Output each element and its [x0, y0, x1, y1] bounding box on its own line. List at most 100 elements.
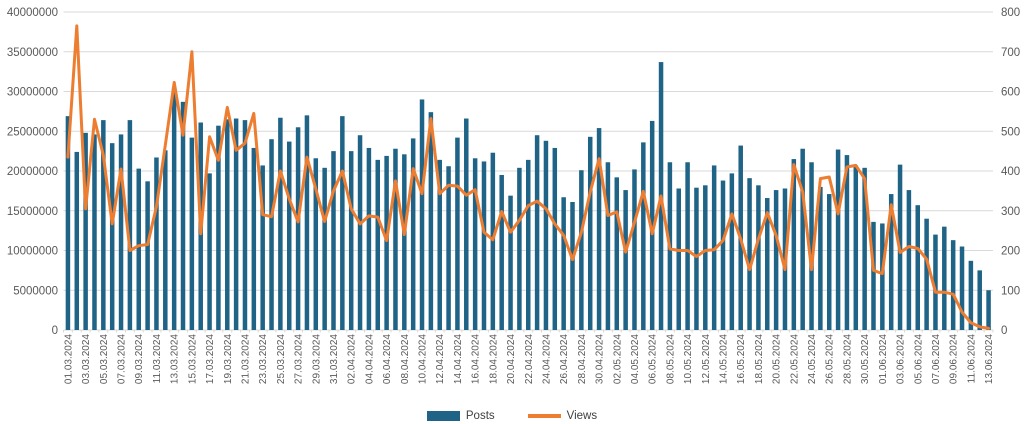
x-axis-date-label: 02.05.2024	[612, 334, 623, 384]
x-axis-date-label: 10.04.2024	[418, 334, 429, 384]
bar-posts	[791, 159, 797, 330]
bar-posts	[676, 188, 681, 330]
y-axis-right-label: 200	[1001, 246, 1020, 258]
bar-posts	[180, 101, 186, 330]
bar-posts	[127, 120, 133, 331]
bar-posts	[729, 173, 735, 330]
bar-posts	[826, 194, 832, 330]
y-axis-right-label: 800	[1001, 7, 1020, 19]
bar-posts	[570, 202, 575, 330]
bar-posts	[853, 165, 859, 330]
bar-posts	[942, 226, 947, 330]
bar-posts	[189, 137, 195, 330]
y-axis-left-label: 25000000	[7, 126, 58, 138]
x-axis-date-label: 12.05.2024	[701, 334, 712, 384]
bar-posts	[464, 118, 469, 330]
bar-posts	[747, 178, 752, 330]
x-axis-date-label: 24.05.2024	[807, 334, 818, 384]
bar-posts	[225, 119, 230, 330]
x-axis-date-label: 27.03.2024	[294, 334, 305, 384]
bar-posts	[915, 205, 920, 330]
x-axis-date-label: 17.03.2024	[205, 334, 216, 384]
bar-posts	[720, 180, 726, 330]
bar-posts	[534, 135, 540, 330]
bar-posts	[809, 162, 814, 330]
bar-posts	[446, 166, 451, 330]
bar-posts	[242, 120, 248, 331]
x-axis-date-label: 26.05.2024	[825, 334, 836, 384]
x-axis-date-label: 03.06.2024	[896, 334, 907, 384]
chart-legend: Posts Views	[0, 403, 1024, 424]
y-axis-right-label: 100	[1001, 285, 1020, 297]
x-axis-date-label: 08.04.2024	[400, 334, 411, 384]
bar-posts	[888, 194, 894, 330]
x-axis-date-label: 09.03.2024	[134, 334, 145, 384]
line-views	[66, 24, 991, 330]
x-axis-date-label: 18.05.2024	[754, 334, 765, 384]
bar-posts	[313, 158, 319, 330]
bar-posts	[552, 147, 558, 330]
x-axis-date-label: 21.03.2024	[241, 334, 252, 384]
bar-posts	[596, 128, 602, 330]
bar-posts	[481, 161, 487, 330]
y-axis-left-label: 10000000	[7, 246, 58, 258]
bar-posts	[428, 112, 434, 330]
x-axis-date-label: 18.04.2024	[488, 334, 499, 384]
x-axis-date-label: 25.03.2024	[276, 334, 287, 384]
bar-posts	[924, 218, 929, 330]
x-axis-date-label: 14.05.2024	[719, 334, 730, 384]
x-axis-date-label: 09.06.2024	[949, 334, 960, 384]
x-axis-date-label: 20.05.2024	[772, 334, 783, 384]
bar-posts	[419, 99, 425, 330]
views-swatch-icon	[527, 414, 561, 418]
legend-item-posts: Posts	[426, 410, 495, 422]
bar-posts	[605, 162, 611, 330]
bar-posts	[331, 151, 336, 331]
bar-posts	[402, 154, 407, 330]
bar-posts	[269, 139, 274, 330]
bar-posts	[92, 134, 97, 330]
y-axis-left-label: 15000000	[7, 206, 58, 218]
y-axis-right-label: 600	[1001, 87, 1020, 99]
x-axis-date-label: 05.03.2024	[99, 334, 110, 384]
bar-posts	[844, 155, 850, 330]
x-axis-date-label: 28.04.2024	[577, 334, 588, 384]
chart-canvas: 0 5000000 10000000 15000000 20000000 25000000…	[7, 7, 1020, 384]
y-axis-left-label: 30000000	[7, 87, 58, 99]
x-axis-date-label: 16.04.2024	[471, 334, 482, 384]
x-axis-date-label: 05.06.2024	[913, 334, 924, 384]
bar-posts	[322, 167, 327, 330]
bar-posts	[366, 147, 372, 330]
bar-posts	[623, 190, 628, 330]
x-axis-date-label: 10.05.2024	[683, 334, 694, 384]
y-axis-left-label: 5000000	[13, 285, 58, 297]
bar-posts	[65, 116, 71, 331]
bar-posts	[260, 165, 265, 330]
bar-posts	[765, 198, 770, 330]
x-axis-date-label: 03.03.2024	[81, 334, 92, 384]
bar-posts	[74, 151, 80, 330]
x-axis-date-label: 07.03.2024	[117, 334, 128, 384]
x-axis-date-label: 01.03.2024	[63, 334, 74, 384]
y-axis-right-label: 400	[1001, 166, 1020, 178]
bar-posts	[685, 162, 690, 330]
bar-posts	[587, 136, 593, 330]
bar-posts	[286, 141, 292, 330]
x-axis-date-label: 23.03.2024	[258, 334, 269, 384]
bar-posts	[561, 197, 566, 330]
y-axis-right-label: 0	[1001, 325, 1007, 337]
bar-posts	[295, 127, 301, 330]
bar-posts	[357, 135, 363, 330]
x-axis-date-label: 02.04.2024	[347, 334, 358, 384]
x-axis-date-label: 24.04.2024	[542, 334, 553, 384]
bar-posts	[818, 186, 823, 330]
bar-posts	[154, 157, 159, 330]
x-axis-date-label: 11.03.2024	[152, 334, 163, 384]
x-axis-date-label: 01.06.2024	[878, 334, 889, 384]
bar-posts	[517, 167, 522, 330]
x-axis-date-label: 22.05.2024	[789, 334, 800, 384]
bar-posts	[278, 117, 283, 331]
x-axis-date-label: 15.03.2024	[187, 334, 198, 384]
x-axis-date-label: 07.06.2024	[931, 334, 942, 384]
bar-posts	[880, 223, 885, 330]
